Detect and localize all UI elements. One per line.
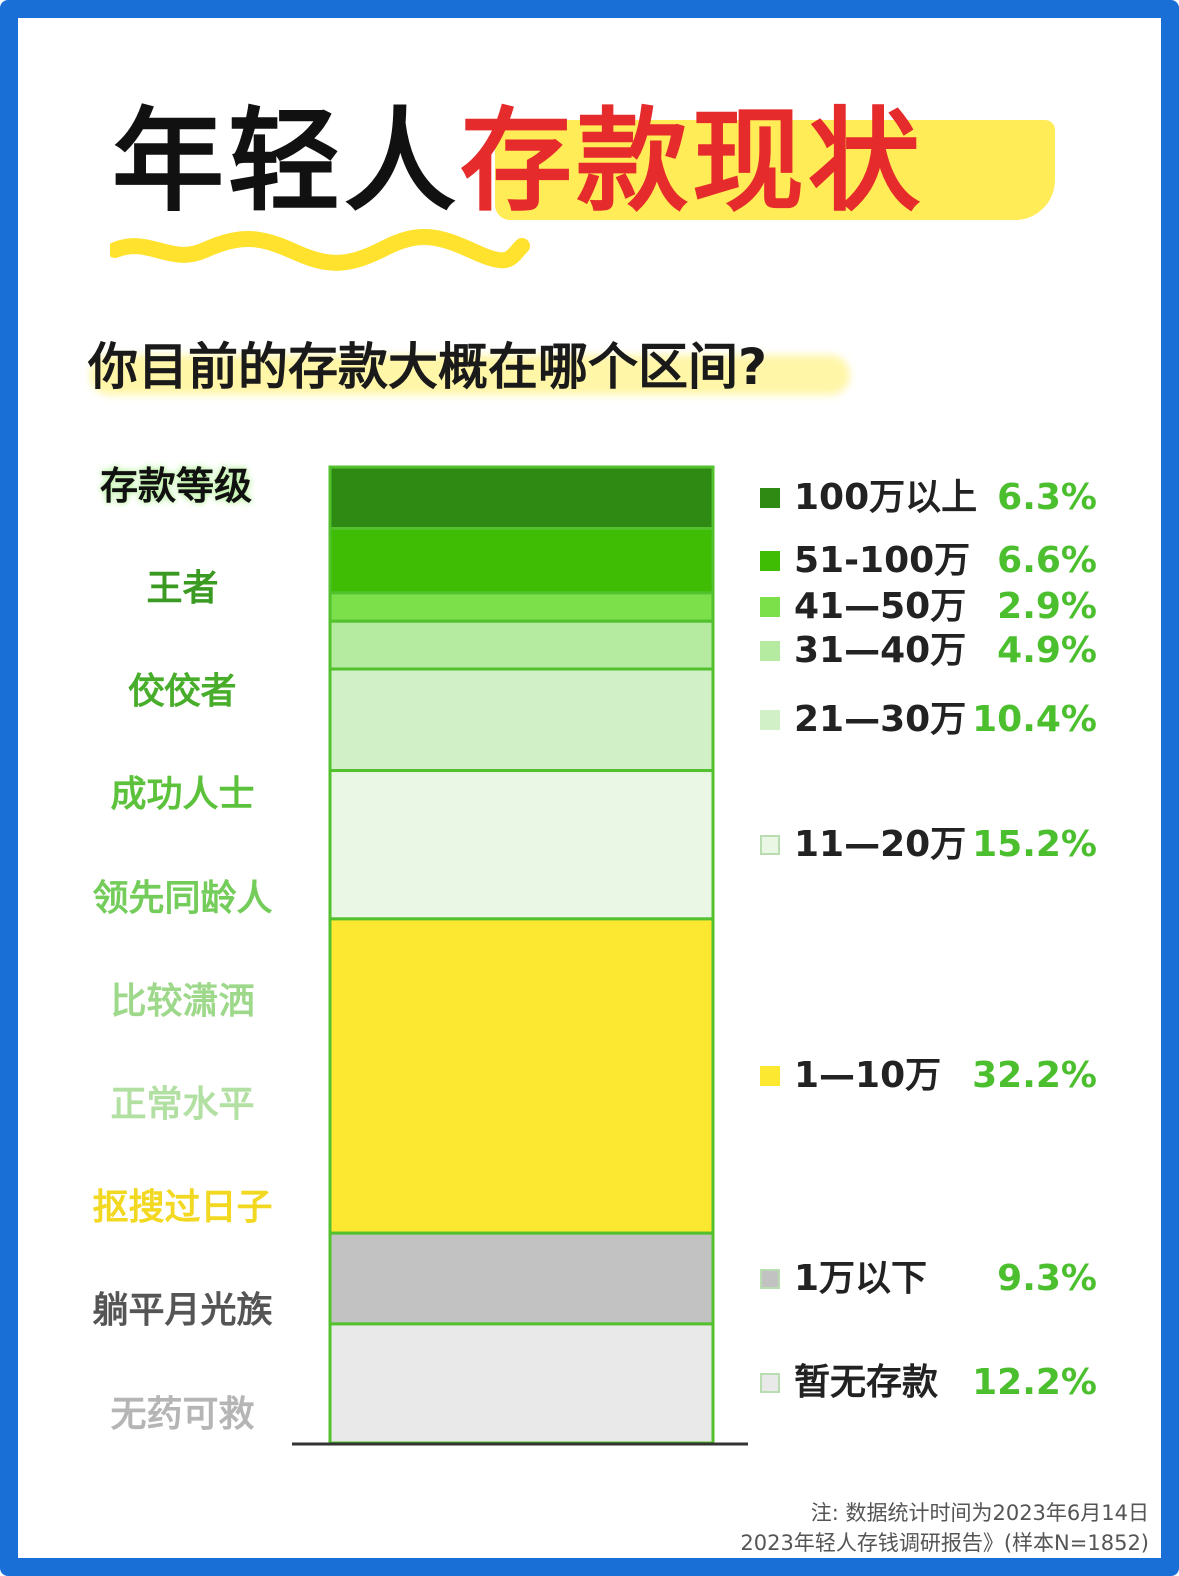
bar-segment-0 [328, 465, 715, 530]
bar-segment-7 [328, 1231, 715, 1326]
legend-label: 41—50万 [794, 586, 967, 628]
legend-swatch [760, 487, 780, 508]
legend-swatch [760, 597, 780, 618]
legend-item: 41—50万 2.9% [758, 585, 1103, 629]
legend-item: 100万以上 6.3% [758, 476, 1103, 520]
bar-segment-5 [328, 769, 715, 921]
legend-label: 100万以上 [794, 476, 978, 518]
legend-swatch [760, 709, 780, 730]
legend-swatch [760, 1373, 780, 1394]
bar-segment-2 [328, 591, 715, 623]
title-highlight [495, 120, 1055, 220]
legend-label: 51-100万 [794, 539, 971, 581]
legend-value: 2.9% [997, 586, 1097, 628]
rank-label: 比较潇洒 [110, 980, 255, 1022]
legend-value: 12.2% [972, 1362, 1097, 1404]
bar-segment-1 [328, 526, 715, 595]
bar-segment-4 [328, 667, 715, 773]
footnote-source: 2023年轻人存钱调研报告》(样本N=1852) [740, 1531, 1149, 1555]
legend-item: 1万以下 9.3% [758, 1257, 1103, 1301]
legend-swatch [760, 1268, 780, 1289]
legend-item: 51-100万 6.6% [758, 539, 1103, 583]
legend-item: 11—20万 15.2% [758, 823, 1103, 867]
legend-value: 10.4% [972, 698, 1097, 740]
legend-item: 21—30万 10.4% [758, 698, 1103, 742]
page-title: 年轻人存款现状 [112, 92, 924, 232]
rank-label: 王者 [146, 568, 219, 609]
title-red-part: 存款现状 [460, 97, 924, 227]
bar-segment-6 [328, 917, 715, 1235]
rank-label: 正常水平 [110, 1084, 255, 1125]
title-black-part: 年轻人 [112, 97, 460, 227]
legend-value: 32.2% [972, 1055, 1097, 1097]
legend-item: 31—40万 4.9% [758, 629, 1103, 673]
legend-value: 4.9% [997, 630, 1097, 672]
rank-label: 领先同龄人 [92, 877, 273, 919]
legend-label: 11—20万 [794, 823, 967, 865]
legend-label: 31—40万 [794, 630, 967, 672]
legend-item: 1—10万 32.2% [758, 1054, 1103, 1098]
yellow-squiggle-decoration [110, 229, 530, 271]
rank-label: 抠搜过日子 [92, 1187, 273, 1229]
legend-value: 15.2% [972, 823, 1097, 865]
legend-value: 6.6% [997, 539, 1097, 581]
legend-swatch [760, 834, 780, 855]
chart-question: 你目前的存款大概在哪个区间? [88, 338, 768, 396]
legend-swatch [760, 1066, 780, 1087]
rank-label: 无药可救 [110, 1393, 255, 1435]
rank-header: 存款等级 [100, 464, 253, 508]
legend-value: 6.3% [997, 476, 1097, 518]
bar-segment-8 [328, 1322, 715, 1445]
legend-label: 21—30万 [794, 698, 967, 740]
subtitle-highlight [90, 355, 850, 395]
legend-label: 1万以下 [794, 1257, 928, 1299]
legend-label: 1—10万 [794, 1055, 942, 1097]
legend-swatch [760, 550, 780, 571]
bar-segment-3 [328, 619, 715, 671]
rank-label: 佼佼者 [128, 671, 237, 713]
rank-label: 成功人士 [110, 774, 255, 816]
legend-swatch [760, 641, 780, 662]
legend-item: 暂无存款 12.2% [758, 1361, 1103, 1405]
legend-value: 9.3% [997, 1257, 1097, 1299]
footnote-date: 注: 数据统计时间为2023年6月14日 [810, 1501, 1149, 1525]
legend-label: 暂无存款 [794, 1362, 939, 1404]
rank-label: 躺平月光族 [92, 1290, 273, 1332]
